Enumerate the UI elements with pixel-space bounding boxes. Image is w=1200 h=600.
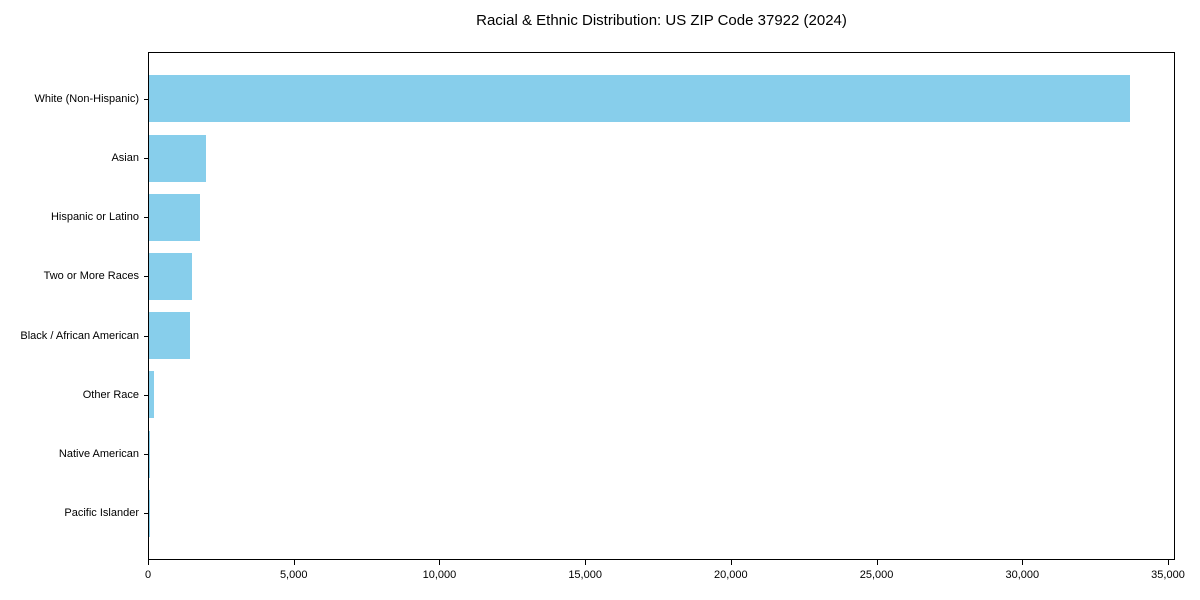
y-axis-label: Black / African American [20, 329, 139, 342]
y-axis-tick [144, 276, 148, 278]
y-axis-label: White (Non-Hispanic) [34, 92, 139, 105]
x-axis-tick [585, 560, 587, 565]
bar-hispanic-or-latino [149, 193, 201, 241]
y-axis-tick [144, 394, 148, 396]
y-axis-label: Asian [111, 152, 139, 164]
y-axis-tick [144, 513, 148, 515]
x-axis-tick-label: 25,000 [859, 569, 894, 581]
x-axis-tick [439, 560, 441, 565]
bar-other-race [149, 371, 154, 419]
x-axis-tick-label: 20,000 [714, 569, 748, 581]
y-axis-tick [144, 454, 148, 455]
bar-white-non-hispanic [149, 75, 1130, 123]
x-axis-tick [1022, 560, 1024, 565]
y-axis-label: Other Race [82, 388, 139, 401]
chart-title: Racial & Ethnic Distribution: US ZIP Cod… [476, 12, 847, 29]
plot-area [148, 52, 1175, 560]
bar-two-or-more-races [149, 252, 193, 300]
y-axis-label: Two or More Races [43, 270, 139, 283]
x-axis-tick [148, 560, 149, 565]
y-axis-tick [144, 158, 148, 159]
y-axis-label: Hispanic or Latino [50, 211, 139, 224]
x-axis-tick-label: 5,000 [279, 569, 308, 581]
y-axis-label: Native American [58, 448, 139, 460]
x-axis-tick-label: 15,000 [568, 569, 602, 581]
x-axis-tick [1168, 560, 1169, 565]
bar-native-american [149, 430, 150, 478]
x-axis-tick-label: 10,000 [422, 569, 457, 581]
x-axis-tick-label: 35,000 [1151, 569, 1185, 581]
y-axis-label: Pacific Islander [64, 507, 139, 520]
bar-black-african-american [149, 312, 190, 360]
y-axis-tick [144, 335, 148, 337]
x-axis-tick-label: 30,000 [1005, 569, 1040, 581]
x-axis-tick [730, 560, 732, 565]
x-axis-tick [293, 560, 295, 565]
x-axis-tick-label: 0 [144, 569, 152, 581]
bar-asian [149, 134, 206, 182]
y-axis-tick [144, 217, 148, 219]
y-axis-tick [144, 98, 148, 100]
x-axis-tick [876, 560, 878, 565]
